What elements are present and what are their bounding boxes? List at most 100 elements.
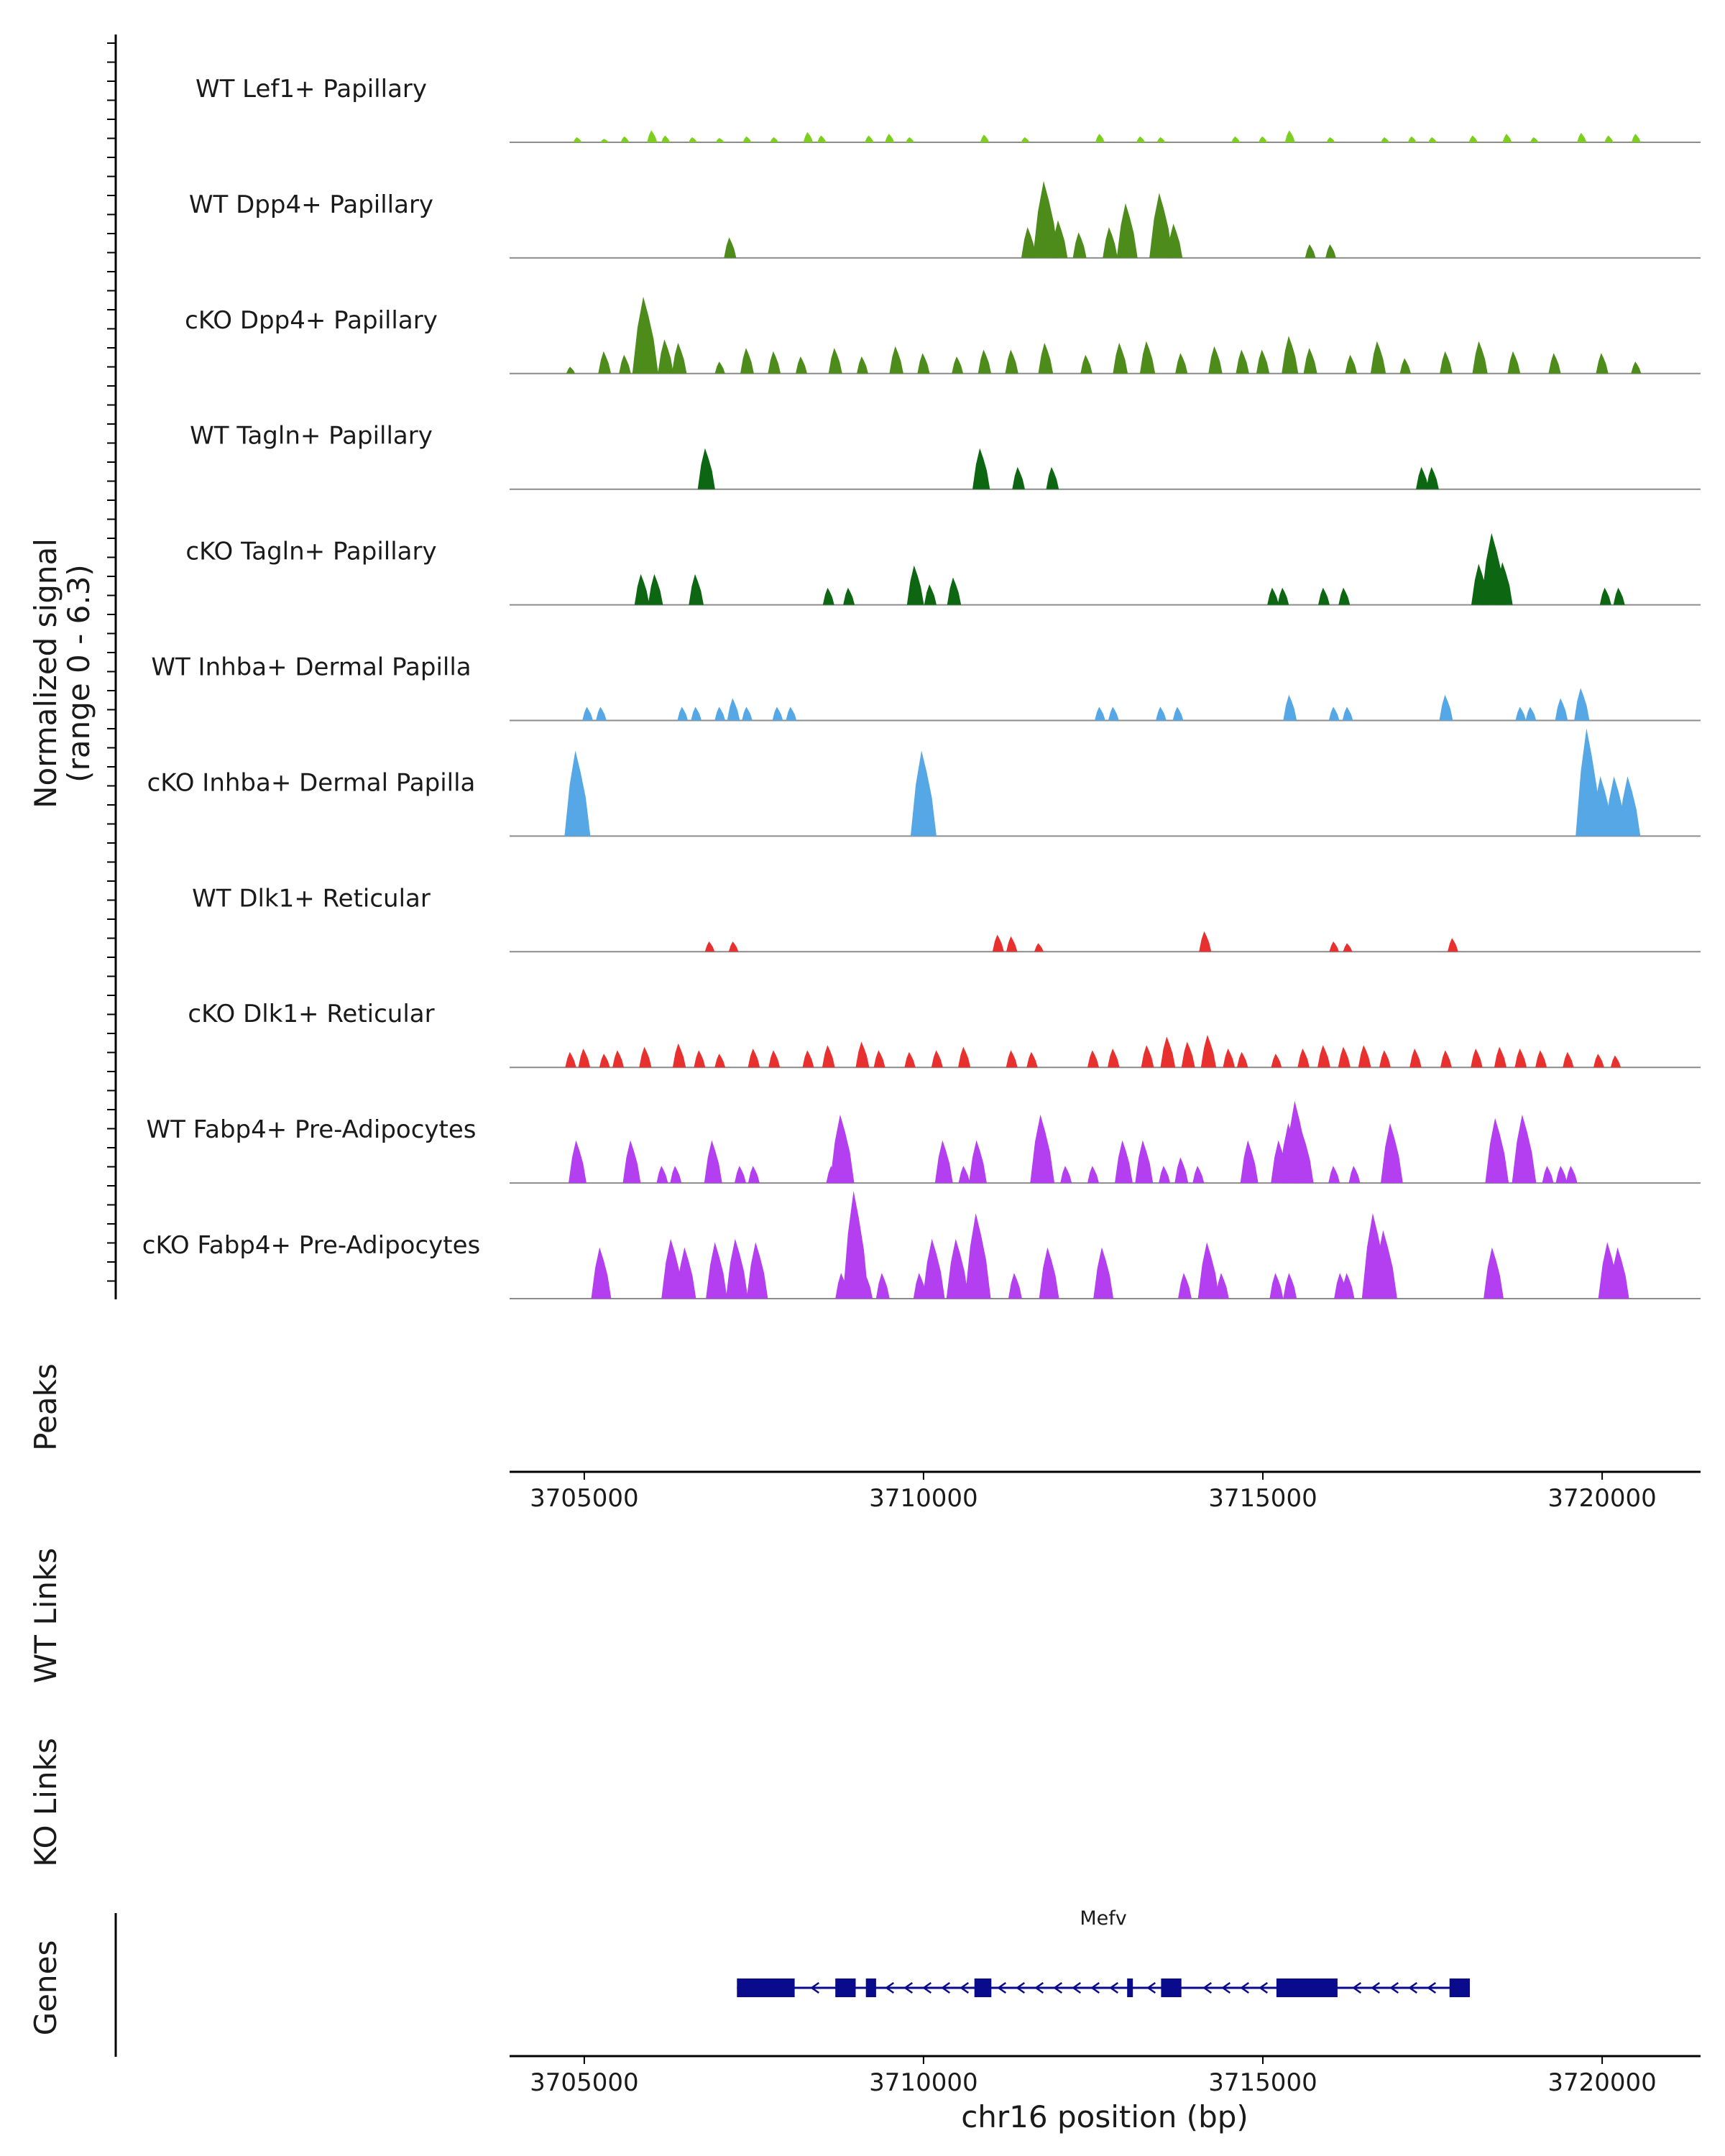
coverage-peak bbox=[992, 934, 1004, 952]
coverage-peak bbox=[1156, 137, 1166, 142]
x-tick-label: 3710000 bbox=[869, 2068, 978, 2097]
coverage-peak bbox=[873, 1050, 886, 1068]
coverage-peak bbox=[735, 1166, 746, 1184]
track: WT Lef1+ Papillary bbox=[196, 75, 1701, 143]
coverage-peak bbox=[1370, 341, 1386, 374]
coverage-peak bbox=[972, 448, 990, 489]
coverage-peak bbox=[1199, 931, 1212, 952]
coverage-peak bbox=[1093, 1247, 1114, 1299]
coverage-peak bbox=[958, 1166, 970, 1184]
coverage-peak bbox=[566, 367, 576, 374]
coverage-peak bbox=[1159, 1166, 1171, 1184]
coverage-peak bbox=[1223, 1049, 1236, 1068]
coverage-peak bbox=[688, 137, 697, 142]
strand-arrow bbox=[922, 1981, 932, 1994]
coverage-peak bbox=[1548, 353, 1561, 374]
coverage-peak bbox=[1439, 694, 1453, 721]
panel-label-genes: Genes bbox=[28, 1940, 63, 2036]
coverage-peak bbox=[885, 134, 895, 142]
coverage-peak bbox=[842, 1191, 869, 1299]
coverage-peak bbox=[828, 348, 842, 374]
coverage-peak bbox=[1303, 348, 1317, 374]
coverage-peak bbox=[632, 296, 658, 374]
panel-label-ko-links: KO Links bbox=[28, 1738, 63, 1867]
strand-arrow bbox=[885, 1981, 895, 1994]
coverage-peak bbox=[1512, 1114, 1537, 1184]
coverage-peak bbox=[1407, 136, 1417, 142]
coverage-peak bbox=[634, 573, 650, 605]
coverage-peak bbox=[1317, 1045, 1330, 1068]
coverage-peak bbox=[1593, 1054, 1604, 1068]
track-label: cKO Dlk1+ Reticular bbox=[188, 1000, 434, 1028]
coverage-peak bbox=[924, 584, 937, 605]
strand-arrow bbox=[1240, 1981, 1250, 1994]
coverage-peak bbox=[803, 132, 814, 142]
coverage-peak bbox=[1325, 244, 1336, 258]
gene-exon bbox=[1276, 1978, 1338, 1997]
coverage-peak bbox=[1555, 1166, 1568, 1184]
coverage-peak bbox=[714, 706, 726, 721]
coverage-peak bbox=[1271, 1054, 1282, 1068]
strand-arrow bbox=[997, 1981, 1007, 1994]
strand-arrow bbox=[903, 1981, 914, 1994]
coverage-peak bbox=[1373, 1230, 1397, 1299]
coverage-peak bbox=[564, 750, 591, 837]
coverage-peak bbox=[1604, 135, 1614, 142]
coverage-peak bbox=[612, 1050, 624, 1068]
coverage-peak bbox=[906, 565, 924, 605]
coverage-peak bbox=[770, 137, 779, 142]
gene-exon bbox=[835, 1978, 856, 1997]
x-tick-label: 3715000 bbox=[1208, 2068, 1317, 2097]
coverage-peak bbox=[1141, 1045, 1154, 1068]
coverage-peak bbox=[1542, 1166, 1554, 1184]
coverage-peak bbox=[1108, 706, 1119, 721]
gene-exon bbox=[1449, 1978, 1470, 1997]
coverage-peak bbox=[1072, 232, 1087, 258]
track: cKO Inhba+ Dermal Papilla bbox=[147, 728, 1701, 837]
coverage-peak bbox=[1297, 1049, 1310, 1068]
coverage-peak bbox=[1113, 342, 1128, 374]
coverage-peak bbox=[1609, 1247, 1629, 1299]
gene-name: Mefv bbox=[1080, 1907, 1126, 1930]
coverage-peak bbox=[1051, 220, 1068, 258]
strand-arrow bbox=[1016, 1981, 1026, 1994]
strand-arrow bbox=[1053, 1981, 1063, 1994]
coverage-peak bbox=[1034, 943, 1044, 952]
coverage-peak bbox=[1494, 562, 1513, 605]
coverage-peak bbox=[1197, 1242, 1220, 1299]
coverage-peak bbox=[1631, 361, 1642, 374]
coverage-peak bbox=[1032, 180, 1059, 258]
coverage-peak bbox=[1115, 1140, 1133, 1184]
coverage-peak bbox=[980, 134, 990, 142]
coverage-peak bbox=[1005, 349, 1018, 374]
coverage-peak bbox=[1021, 227, 1036, 258]
coverage-peak bbox=[1060, 1166, 1072, 1184]
coverage-peak bbox=[917, 353, 930, 374]
strand-arrow bbox=[960, 1981, 970, 1994]
coverage-peak bbox=[1293, 1131, 1314, 1184]
coverage-peak bbox=[1440, 351, 1453, 374]
coverage-peak bbox=[1468, 135, 1478, 142]
coverage-peak bbox=[1021, 137, 1030, 142]
coverage-peak bbox=[599, 1054, 610, 1068]
coverage-peak bbox=[922, 1238, 945, 1299]
coverage-peak bbox=[843, 587, 855, 605]
strand-arrow bbox=[1221, 1981, 1231, 1994]
coverage-peak bbox=[796, 356, 807, 374]
coverage-peak bbox=[802, 1050, 814, 1068]
coverage-peak bbox=[1282, 336, 1299, 374]
strand-arrow bbox=[1109, 1981, 1119, 1994]
coverage-peak bbox=[677, 706, 689, 721]
coverage-peak bbox=[859, 1273, 873, 1299]
coverage-peak bbox=[1237, 1051, 1248, 1068]
coverage-peak bbox=[1618, 776, 1641, 837]
coverage-peak bbox=[656, 1166, 668, 1184]
coverage-peak bbox=[676, 1247, 696, 1299]
coverage-peak bbox=[1426, 466, 1439, 489]
strand-arrow bbox=[1072, 1981, 1082, 1994]
coverage-peak bbox=[671, 342, 687, 374]
coverage-peak bbox=[946, 1238, 969, 1299]
coverage-peak bbox=[1574, 688, 1590, 721]
x-tick-label: 3715000 bbox=[1208, 1484, 1317, 1513]
coverage-peak bbox=[600, 139, 610, 142]
